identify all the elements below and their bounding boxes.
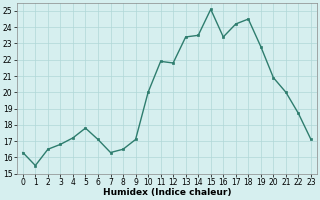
X-axis label: Humidex (Indice chaleur): Humidex (Indice chaleur) <box>103 188 231 197</box>
